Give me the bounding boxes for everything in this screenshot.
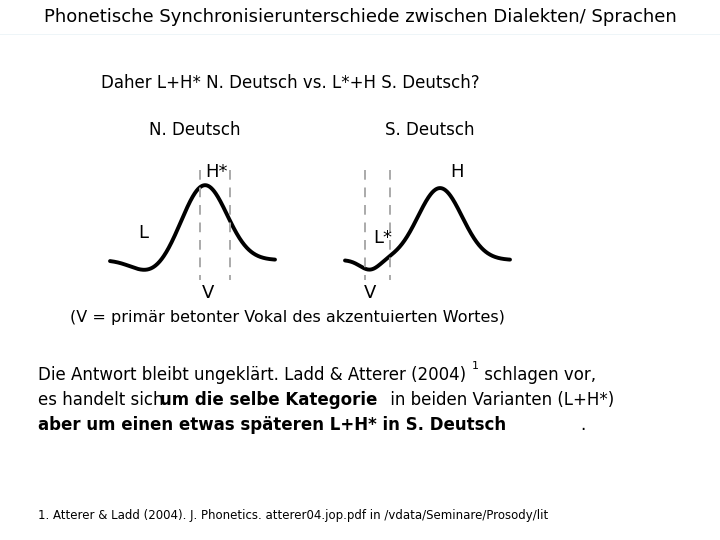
Text: in beiden Varianten (L+H*): in beiden Varianten (L+H*)	[385, 391, 614, 409]
Text: V: V	[202, 284, 214, 302]
Text: (V = primär betonter Vokal des akzentuierten Wortes): (V = primär betonter Vokal des akzentuie…	[70, 309, 505, 325]
Text: L: L	[138, 224, 148, 241]
Text: H: H	[450, 163, 464, 181]
Text: schlagen vor,: schlagen vor,	[479, 366, 596, 384]
Text: Phonetische Synchronisierunterschiede zwischen Dialekten/ Sprachen: Phonetische Synchronisierunterschiede zw…	[44, 8, 676, 26]
Text: S. Deutsch: S. Deutsch	[385, 121, 474, 139]
Text: V: V	[364, 284, 376, 302]
Text: 1: 1	[472, 361, 479, 371]
Text: aber um einen etwas späteren L+H* in S. Deutsch: aber um einen etwas späteren L+H* in S. …	[38, 416, 506, 434]
Text: 1. Atterer & Ladd (2004). J. Phonetics. atterer04.jop.pdf in /vdata/Seminare/Pro: 1. Atterer & Ladd (2004). J. Phonetics. …	[38, 509, 548, 522]
Text: um die selbe Kategorie: um die selbe Kategorie	[160, 391, 377, 409]
Text: L*: L*	[373, 228, 392, 247]
Text: Die Antwort bleibt ungeklärt. Ladd & Atterer (2004): Die Antwort bleibt ungeklärt. Ladd & Att…	[38, 366, 466, 384]
Text: H*: H*	[205, 163, 228, 181]
Text: Daher L+H* N. Deutsch vs. L*+H S. Deutsch?: Daher L+H* N. Deutsch vs. L*+H S. Deutsc…	[101, 74, 480, 92]
Text: N. Deutsch: N. Deutsch	[149, 121, 240, 139]
Text: .: .	[580, 416, 585, 434]
Text: es handelt sich: es handelt sich	[38, 391, 168, 409]
